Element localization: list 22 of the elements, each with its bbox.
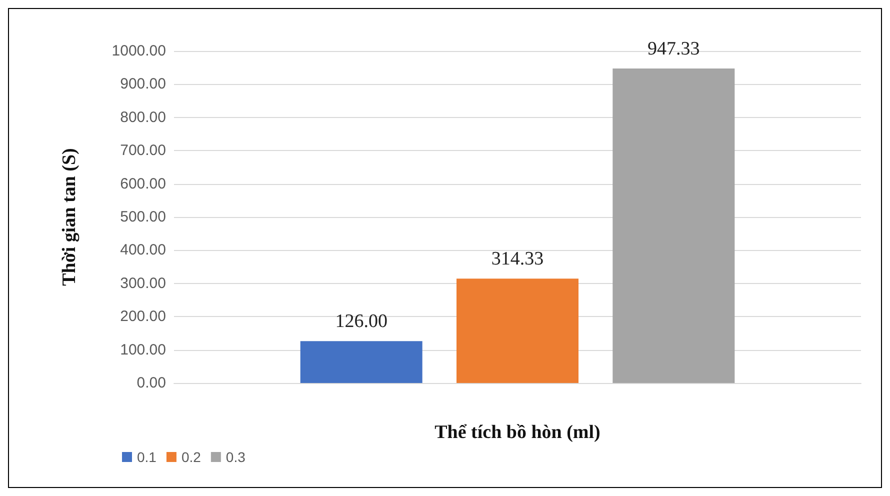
y-tick-label: 900.00 xyxy=(120,76,166,93)
y-tick-label: 700.00 xyxy=(120,142,166,160)
x-axis-title: Thể tích bồ hòn (ml) xyxy=(434,422,600,443)
legend-label: 0.3 xyxy=(226,449,246,465)
bar xyxy=(456,278,578,383)
y-tick-label: 300.00 xyxy=(120,274,166,292)
y-tick-label: 1000.00 xyxy=(112,42,166,60)
legend-label: 0.2 xyxy=(181,449,202,465)
y-tick-label: 100.00 xyxy=(120,341,166,358)
data-label: 126.00 xyxy=(335,311,388,332)
y-tick-label: 600.00 xyxy=(120,175,166,192)
legend-label: 0.1 xyxy=(137,449,157,465)
data-label: 314.33 xyxy=(491,248,544,270)
bar xyxy=(300,341,422,383)
y-tick-label: 500.00 xyxy=(120,208,166,226)
y-axis-title: Thời gian tan (S) xyxy=(59,148,80,286)
bar xyxy=(612,68,735,383)
y-tick-label: 200.00 xyxy=(120,308,166,326)
y-tick-label: 800.00 xyxy=(120,108,166,126)
y-tick-label: 0.00 xyxy=(136,374,166,392)
data-label: 947.33 xyxy=(648,38,700,60)
y-tick-label: 400.00 xyxy=(120,242,166,259)
